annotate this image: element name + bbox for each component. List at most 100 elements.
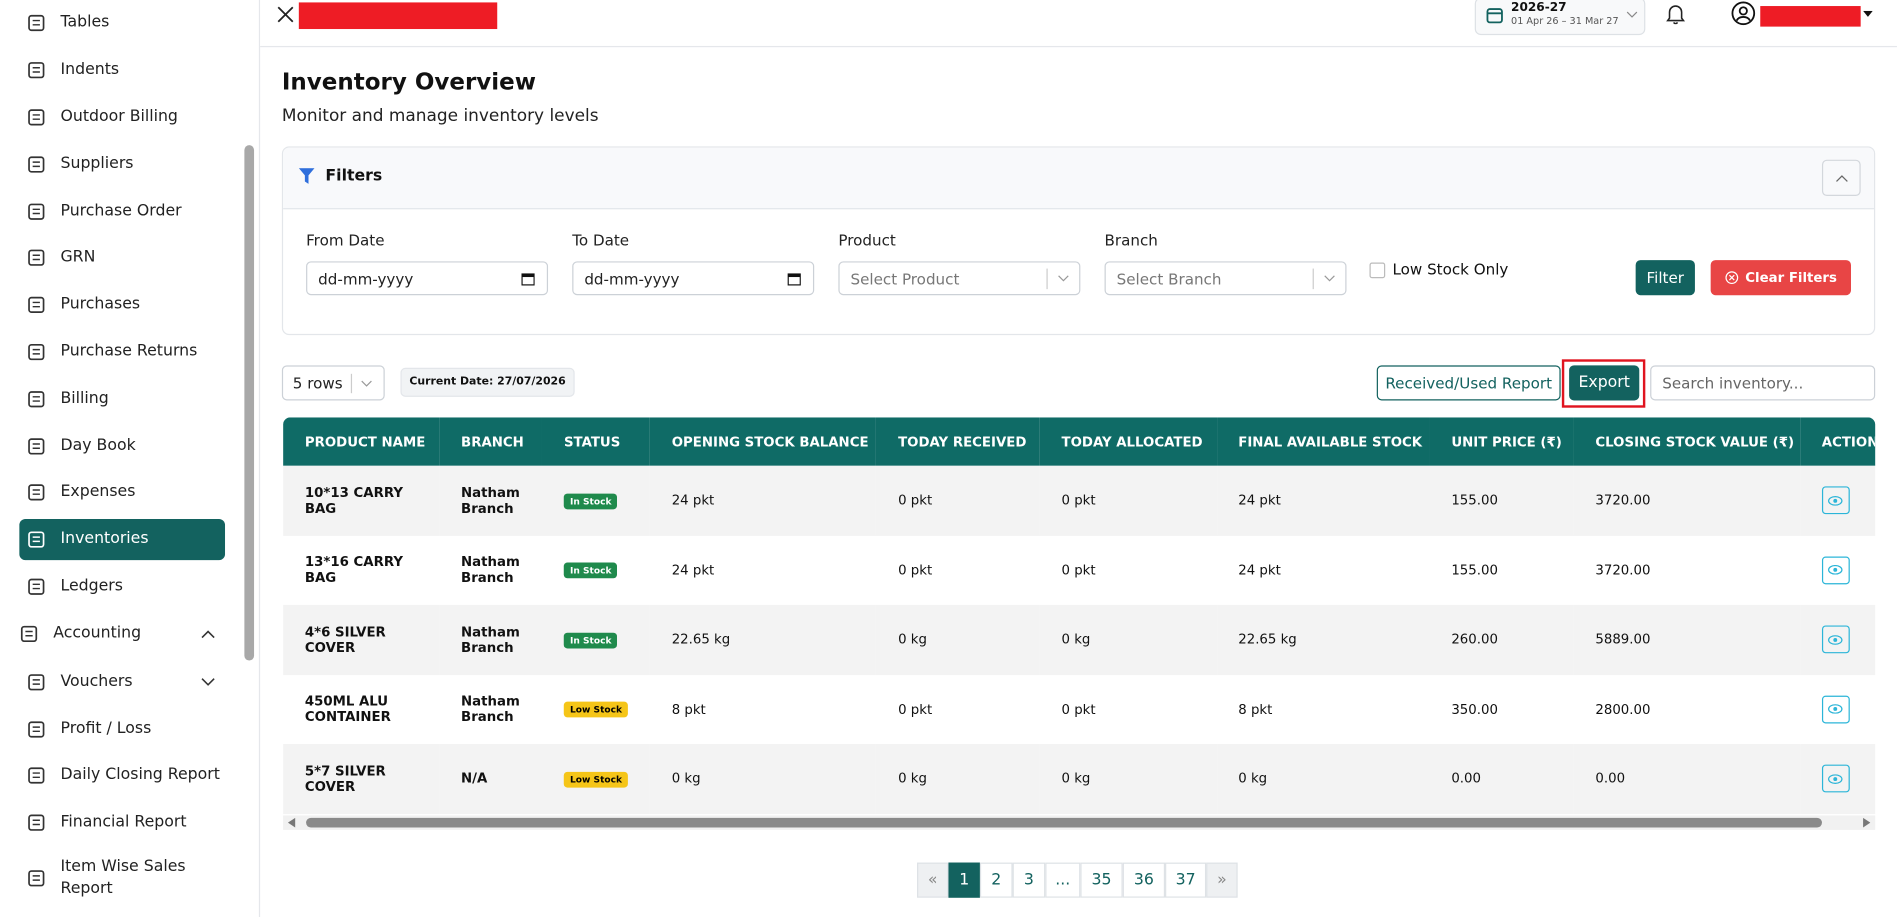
- table-cell: 260.00: [1429, 604, 1574, 675]
- menu-icon: [28, 437, 45, 455]
- menu-item[interactable]: Vouchers: [19, 659, 225, 706]
- caret[interactable]: [1863, 10, 1873, 17]
- page-button[interactable]: 3: [1012, 862, 1046, 898]
- menu-label: Inventories: [60, 530, 149, 549]
- status-badge: In Stock: [563, 562, 618, 579]
- view-button[interactable]: [1821, 625, 1850, 654]
- bell-icon[interactable]: [1666, 4, 1686, 25]
- menu-item[interactable]: Day Book: [19, 422, 225, 469]
- filters-title: Filters: [325, 166, 383, 186]
- prev-button[interactable]: «: [917, 862, 949, 898]
- eye-icon: [1828, 773, 1843, 784]
- collapse-button[interactable]: [1821, 159, 1861, 196]
- h-scrollbar[interactable]: [283, 815, 1876, 830]
- menu-item[interactable]: Outdoor Billing: [19, 94, 225, 141]
- menu-icon: [28, 250, 45, 267]
- low-stock-checkbox[interactable]: [1369, 262, 1386, 279]
- next-button[interactable]: »: [1206, 862, 1238, 898]
- menu-item[interactable]: Daily Closing Report: [19, 752, 225, 799]
- scroll-right[interactable]: [1862, 817, 1871, 828]
- branch-label: Branch: [1104, 231, 1158, 250]
- menu-item[interactable]: Item Wise Sales Report: [19, 846, 225, 909]
- column-header: FINAL AVAILABLE STOCK: [1216, 417, 1430, 466]
- table-cell: 155.00: [1429, 465, 1574, 536]
- report-button[interactable]: Received/Used Report: [1376, 365, 1561, 401]
- menu-icon: [28, 343, 45, 361]
- view-button[interactable]: [1821, 764, 1850, 793]
- branch-select[interactable]: Select Branch: [1104, 261, 1347, 296]
- table-cell: Natham Branch: [439, 604, 543, 675]
- table-cell: 0 pkt: [898, 701, 933, 718]
- action-cell: [1800, 674, 1875, 744]
- header-row: PRODUCT NAME BRANCH STATUS OPENING STOCK BA…: [283, 417, 1876, 466]
- page-button[interactable]: ...: [1045, 862, 1081, 898]
- page-button[interactable]: 35: [1080, 862, 1123, 898]
- table-cell: 13*16 CARRY BAG: [304, 554, 403, 586]
- menu-item[interactable]: Purchase Order: [19, 188, 225, 235]
- menu-label: Outdoor Billing: [60, 107, 178, 126]
- scroll-thumb[interactable]: [306, 817, 1822, 828]
- action-cell: [1800, 744, 1876, 814]
- table-cell: Natham Branch: [439, 465, 543, 536]
- calendar-icon: [1486, 8, 1503, 24]
- menu-item[interactable]: Tables: [19, 0, 225, 47]
- view-button[interactable]: [1821, 556, 1850, 585]
- product-select[interactable]: Select Product: [838, 261, 1081, 296]
- divider: [1046, 268, 1048, 290]
- page-button[interactable]: 1: [948, 862, 980, 898]
- menu-item[interactable]: Profit / Loss: [19, 706, 225, 753]
- menu-group[interactable]: Accounting: [19, 610, 225, 658]
- scroll-left[interactable]: [287, 817, 296, 828]
- table-cell: 0.00: [1573, 744, 1801, 814]
- clear-filters-button[interactable]: Clear Filters: [1710, 260, 1851, 296]
- menu-icon: [28, 390, 45, 408]
- menu-item[interactable]: Billing: [19, 376, 225, 423]
- view-button[interactable]: [1821, 695, 1850, 724]
- page-button[interactable]: 2: [979, 862, 1013, 898]
- table-container: PRODUCT NAME BRANCH STATUS OPENING STOCK BA…: [283, 417, 1876, 814]
- search-input[interactable]: Search inventory...: [1650, 365, 1876, 401]
- user-icon[interactable]: [1731, 1, 1756, 26]
- menu-icon: [20, 626, 38, 643]
- rows-select[interactable]: 5 rows: [281, 365, 385, 401]
- product-label: Product: [838, 231, 896, 250]
- page-button[interactable]: 37: [1165, 862, 1207, 898]
- menu-item[interactable]: Suppliers: [19, 141, 225, 188]
- fy-picker[interactable]: 2026-27 01 Apr 26 – 31 Mar 27: [1474, 0, 1646, 36]
- from-date-input[interactable]: dd-mm-yyyy: [306, 261, 549, 296]
- page-subtitle: Monitor and manage inventory levels: [281, 106, 599, 126]
- placeholder: Select Branch: [1116, 269, 1222, 288]
- table-body: 10*13 CARRY BAG Natham Branch In Stock 24 p…: [283, 465, 1876, 814]
- rows-label: 5 rows: [292, 373, 343, 392]
- table-row: 4*6 SILVER COVER Natham Branch In Stock 22.…: [283, 604, 1876, 675]
- menu-label: Purchases: [60, 295, 141, 314]
- chevron-up: [1836, 175, 1848, 182]
- current-date-chip: Current Date: 27/07/2026: [400, 367, 575, 397]
- view-button[interactable]: [1821, 486, 1850, 515]
- column-header: OPENING STOCK BALANCE: [649, 417, 877, 466]
- menu-label: Billing: [60, 389, 109, 408]
- menu-item[interactable]: Financial Report: [19, 799, 225, 846]
- table-cell: 5889.00: [1573, 604, 1801, 675]
- filter-button[interactable]: Filter: [1635, 260, 1695, 296]
- placeholder: dd-mm-yyyy: [584, 269, 680, 288]
- menu-item[interactable]: Inventories: [19, 519, 226, 561]
- export-button[interactable]: Export: [1569, 365, 1640, 401]
- table-cell: 0 kg: [1039, 744, 1217, 814]
- menu-item[interactable]: Expenses: [19, 469, 225, 516]
- menu-item[interactable]: Purchase Returns: [19, 329, 225, 376]
- calendar-icon: [521, 273, 535, 286]
- close-icon[interactable]: [277, 6, 294, 23]
- to-date-input[interactable]: dd-mm-yyyy: [572, 261, 815, 296]
- table-row: 5*7 SILVER COVER N/A Low Stock 0 kg 0 kg 0 kg…: [283, 744, 1876, 814]
- menu-item[interactable]: Purchases: [19, 282, 225, 329]
- menu-item[interactable]: GRN: [19, 235, 225, 282]
- menu-item[interactable]: Indents: [19, 47, 225, 94]
- menu-label: Accounting: [53, 624, 142, 643]
- eye-icon: [1828, 704, 1843, 715]
- menu-item[interactable]: Ledgers: [19, 563, 225, 610]
- status-badge: In Stock: [563, 493, 618, 510]
- page-button[interactable]: 36: [1122, 862, 1166, 898]
- menu-label: Expenses: [60, 483, 136, 502]
